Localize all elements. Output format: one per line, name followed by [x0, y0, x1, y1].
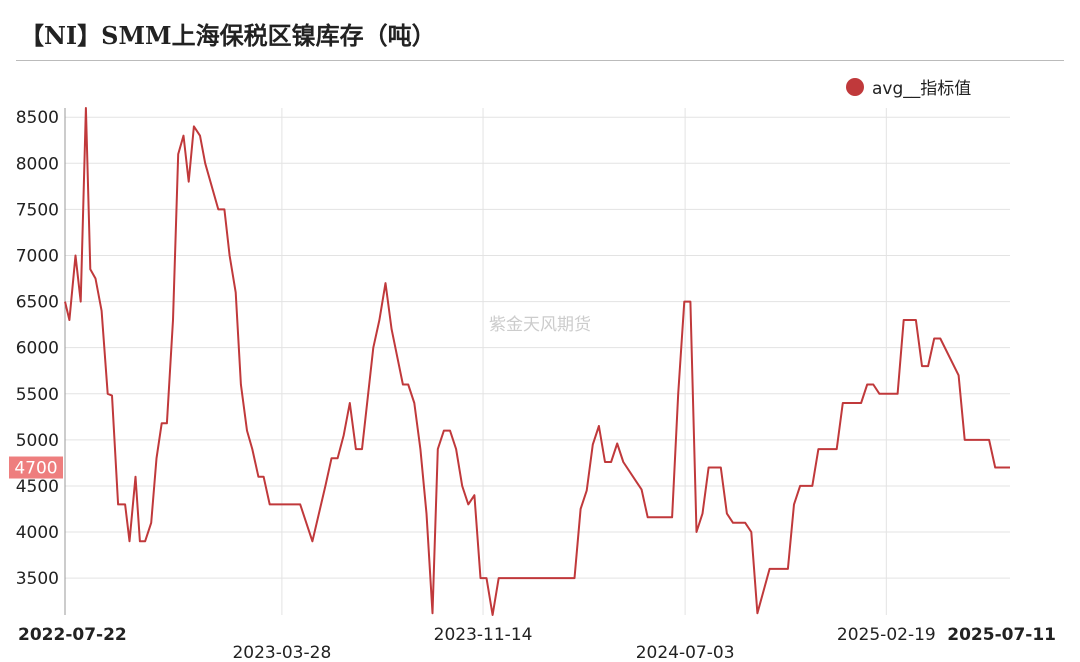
horizontal-gridlines	[65, 116, 1010, 579]
y-tick-label: 7000	[16, 246, 59, 266]
y-tick-label: 8500	[16, 108, 59, 128]
y-tick-label: 5500	[16, 385, 59, 405]
legend-marker-icon	[846, 77, 864, 96]
x-tick-label: 2025-02-19	[837, 625, 936, 645]
x-axis-tick-labels: 2022-07-22 2023-03-28 2023-11-14 2024-07-03…	[18, 625, 1056, 662]
x-tick-label: 2025-07-11	[947, 625, 1056, 645]
x-tick-label: 2023-03-28	[232, 643, 331, 662]
last-value-label-group: 4700	[9, 456, 63, 479]
y-tick-label: 3500	[16, 569, 59, 589]
chart-title: 【NI】SMM上海保税区镍库存（吨）	[20, 21, 436, 50]
vertical-gridlines	[281, 108, 887, 615]
legend-series-label: avg__指标值	[872, 79, 972, 99]
series-line	[64, 107, 1010, 616]
y-tick-label: 8000	[16, 154, 59, 174]
y-tick-label: 4000	[16, 523, 59, 543]
x-tick-label: 2024-07-03	[636, 643, 735, 662]
watermark-text: 紫金天风期货	[489, 315, 591, 335]
y-axis-tick-labels: 3500 4000 4500 5000 5500 6000 6500 7000 7500 8000…	[16, 108, 59, 589]
y-tick-label: 7500	[16, 200, 59, 220]
last-value-badge	[9, 456, 63, 479]
legend[interactable]: avg__指标值	[846, 74, 971, 99]
title-divider	[16, 60, 1064, 61]
y-tick-label: 6500	[16, 293, 59, 313]
y-tick-label: 4500	[16, 477, 59, 497]
y-tick-label: 6000	[16, 339, 59, 359]
x-tick-label: 2022-07-22	[18, 625, 127, 645]
y-tick-label: 5000	[16, 431, 59, 451]
last-value-label: 4700	[14, 459, 57, 479]
series-layer	[64, 107, 1010, 616]
x-tick-label: 2023-11-14	[434, 625, 533, 645]
